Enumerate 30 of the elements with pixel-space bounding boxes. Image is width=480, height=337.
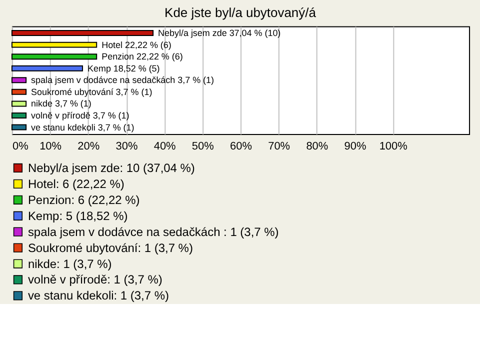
x-tick-label: 0% [12,140,29,153]
legend-label: spala jsem v dodávce na sedačkách : 1 (3,7 %) [28,224,279,239]
data-label: spala jsem v dodávce na sedačkách 3,7 % (1) [31,75,214,86]
legend-label: volně v přírodě: 1 (3,7 %) [28,272,162,287]
legend-label: nikde: 1 (3,7 %) [28,256,112,271]
chart-title: Kde jste byl/a ubytovaný/á [164,4,317,20]
x-tick-label: 90% [344,140,366,153]
data-label: Penzion 22,22 % (6) [102,52,183,62]
legend-label: Kemp: 5 (18,52 %) [28,208,128,223]
x-tick-label: 20% [78,140,100,153]
x-tick-label: 60% [230,140,252,153]
x-tick-label: 10% [40,140,62,153]
x-tick-label: 40% [154,140,176,153]
x-tick-label: 70% [268,140,290,153]
data-label: Soukromé ubytování 3,7 % (1) [31,86,152,97]
x-tick-label: 50% [192,140,214,153]
legend-label: Soukromé ubytování: 1 (3,7 %) [28,240,193,255]
data-label: ve stanu kdekoli 3,7 % (1) [31,122,134,132]
legend-label: ve stanu kdekoli: 1 (3,7 %) [28,288,169,303]
data-label: Nebyl/a jsem zde 37,04 % (10) [158,28,281,38]
data-label: nikde 3,7 % (1) [31,98,92,109]
legend-label: Nebyl/a jsem zde: 10 (37,04 %) [28,160,195,175]
x-tick-label: 100% [379,140,408,153]
x-tick-label: 80% [306,140,328,153]
legend-label: Penzion: 6 (22,22 %) [28,192,140,207]
data-label: Kemp 18,52 % (5) [88,63,160,74]
legend-label: Hotel: 6 (22,22 %) [28,176,124,191]
data-label: Hotel 22,22 % (6) [102,40,172,50]
x-tick-label: 30% [116,140,138,153]
data-label: volně v přírodě 3,7 % (1) [31,110,130,120]
